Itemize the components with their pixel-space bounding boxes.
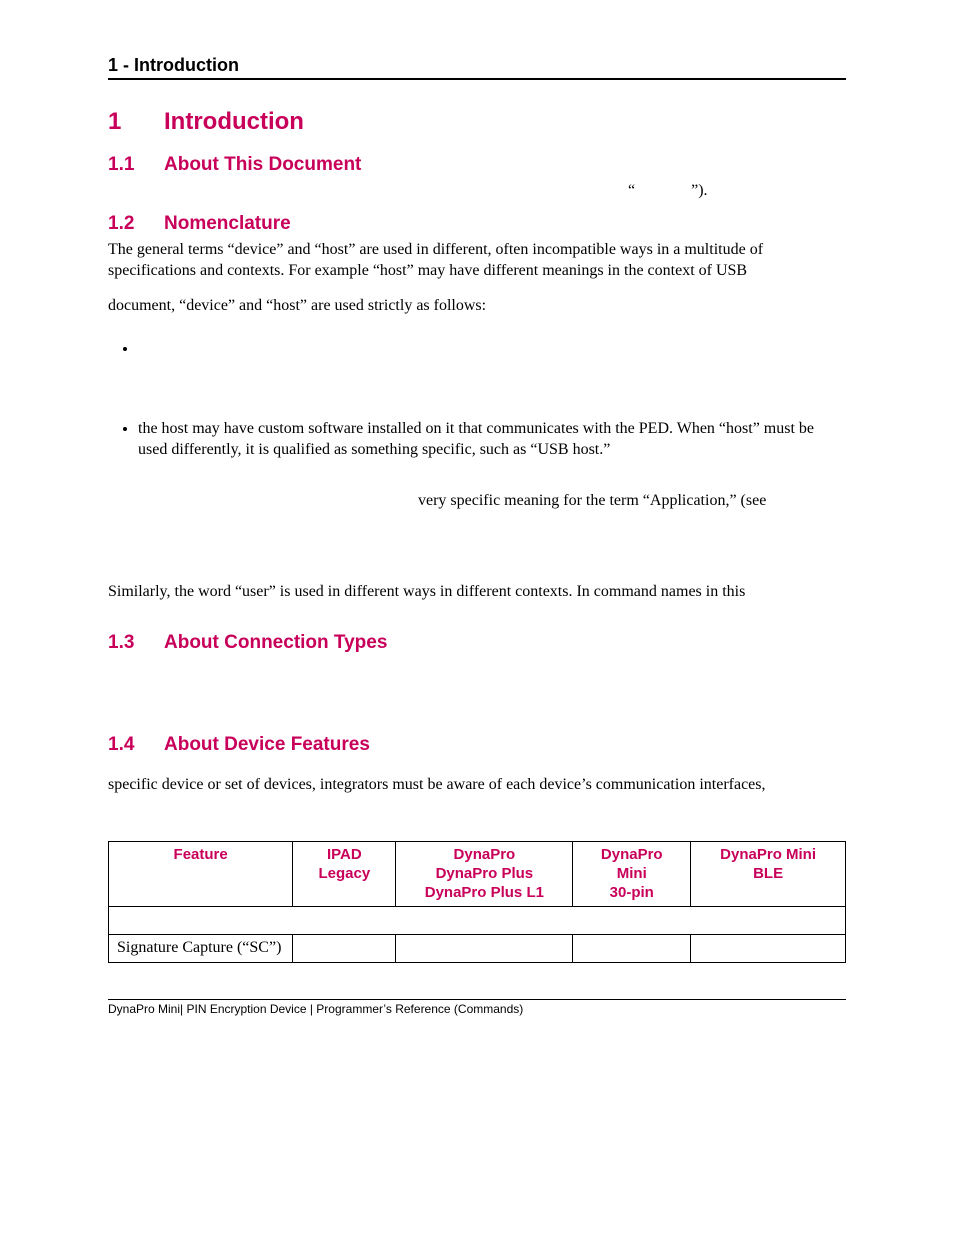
bullet-1 [138,338,846,359]
bullet-2-text: the host may have custom software instal… [138,418,846,460]
heading-1-4-number: 1.4 [108,734,164,756]
heading-1-1-title: About This Document [164,154,361,175]
running-header: 1 - Introduction [108,55,846,80]
nomenclature-para-2: document, “device” and “host” are used s… [108,295,846,316]
table-body: Signature Capture (“SC”) [109,907,846,963]
heading-1-2-title: Nomenclature [164,213,291,234]
device-features-table: Feature IPADLegacy DynaProDynaPro PlusDy… [108,841,846,963]
table-header-row: Feature IPADLegacy DynaProDynaPro PlusDy… [109,842,846,907]
heading-1-4-title: About Device Features [164,734,370,755]
table-cell-spacer [109,907,846,935]
nomenclature-para-1: The general terms “device” and “host” ar… [108,239,846,281]
heading-1-introduction: 1Introduction [108,108,846,136]
th-feature: Feature [109,842,293,907]
nomenclature-bullets: the host may have custom software instal… [108,338,846,459]
table-cell [691,935,846,963]
table-cell [293,935,396,963]
th-dynapro-mini-ble: DynaPro MiniBLE [691,842,846,907]
user-para: Similarly, the word “user” is used in di… [108,581,846,602]
heading-1-1: 1.1About This Document [108,154,846,176]
heading-1-3-number: 1.3 [108,632,164,654]
table-cell: Signature Capture (“SC”) [109,935,293,963]
heading-1-2: 1.2Nomenclature [108,213,846,235]
table-cell [396,935,573,963]
th-ipad-legacy: IPADLegacy [293,842,396,907]
heading-1-number: 1 [108,108,164,136]
heading-1-1-number: 1.1 [108,154,164,176]
heading-1-3: 1.3About Connection Types [108,632,846,654]
footer-text: DynaPro Mini| PIN Encryption Device | Pr… [108,1002,846,1016]
heading-1-3-title: About Connection Types [164,632,387,653]
th-dynapro-mini-30pin: DynaProMini30-pin [573,842,691,907]
features-para: specific device or set of devices, integ… [108,774,846,795]
th-dynapro: DynaProDynaPro PlusDynaPro Plus L1 [396,842,573,907]
bullet-2: the host may have custom software instal… [138,418,846,460]
table-cell [573,935,691,963]
table-row: Signature Capture (“SC”) [109,935,846,963]
heading-1-2-number: 1.2 [108,213,164,235]
heading-1-title: Introduction [164,108,304,135]
application-fragment: very specific meaning for the term “Appl… [108,490,846,511]
table-row [109,907,846,935]
fragment-quote: “ ”). [108,180,846,201]
footer-rule [108,999,846,1000]
heading-1-4: 1.4About Device Features [108,734,846,756]
